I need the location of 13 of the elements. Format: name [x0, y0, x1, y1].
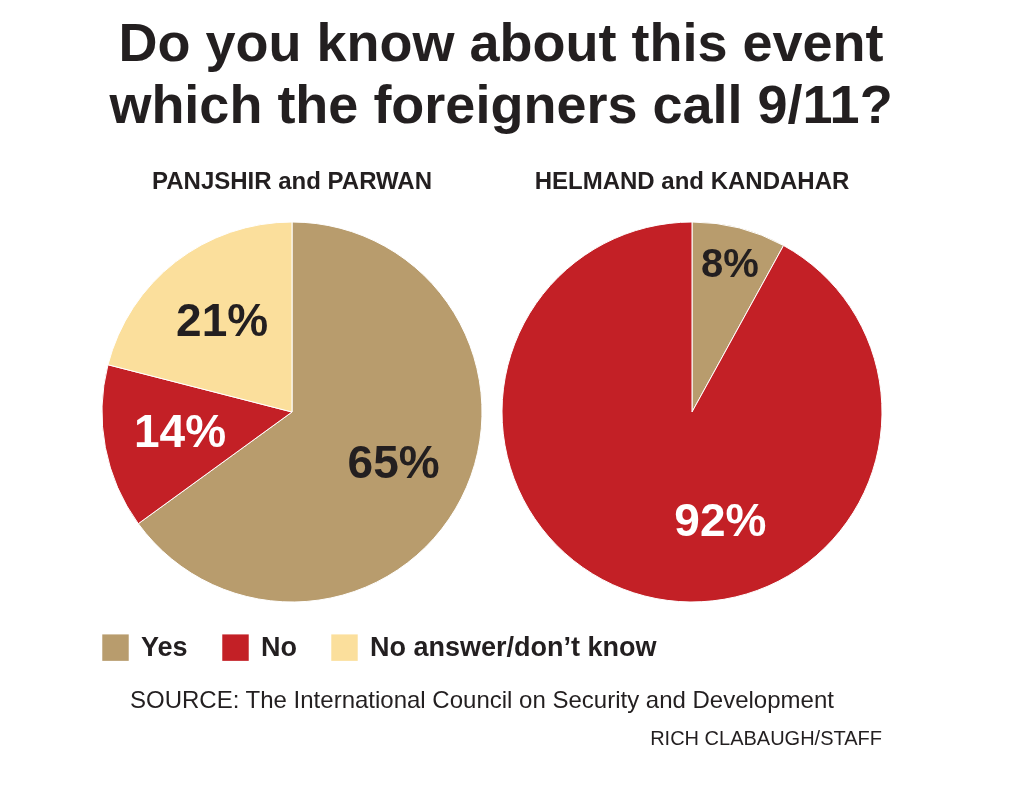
data-label: 92%	[674, 494, 767, 547]
chart-title: Do you know about this event which the foreigners call 9/11?	[108, 12, 893, 134]
data-label: 14%	[133, 405, 227, 458]
data-label: 8%	[700, 240, 759, 285]
legend-label: No	[261, 631, 297, 662]
slice-label: HELMAND and KANDAHAR	[534, 167, 850, 194]
data-label: 21%	[176, 293, 269, 346]
legend-label: Yes	[141, 631, 188, 662]
legend-label: No answer/don’t know	[370, 631, 658, 662]
slice-label: PANJSHIR and PARWAN	[151, 167, 433, 194]
source-note: SOURCE: The International Council on Security and Development	[130, 686, 835, 713]
data-label: 65%	[347, 435, 440, 488]
text: RICH CLABAUGH/STAFF	[650, 727, 882, 749]
